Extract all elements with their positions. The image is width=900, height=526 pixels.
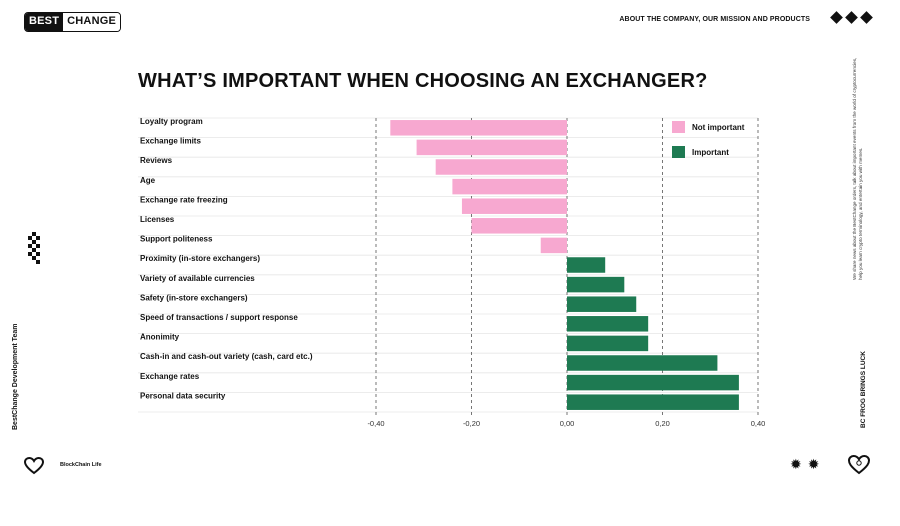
legend-swatch [672, 146, 685, 158]
category-label: Exchange rate freezing [140, 195, 228, 204]
category-label: Loyalty program [140, 117, 203, 126]
footer-left-text: BlockChain Life [60, 462, 102, 468]
legend-label: Important [692, 148, 729, 157]
bar [435, 159, 567, 175]
bar [390, 120, 567, 136]
bar [461, 198, 567, 214]
bar [567, 316, 649, 332]
bar [567, 374, 739, 391]
logo-change-text: CHANGE [63, 13, 121, 31]
category-label: Proximity (in-store exchangers) [140, 254, 260, 263]
legend-label: Not important [692, 123, 745, 132]
category-label: Speed of transactions / support response [140, 313, 298, 322]
category-label: Support politeness [140, 235, 213, 244]
brand-logo[interactable]: BEST CHANGE [24, 12, 122, 32]
category-label: Anonimity [140, 333, 180, 342]
category-label: Reviews [140, 156, 173, 165]
bar [567, 276, 625, 293]
bar [567, 355, 718, 371]
x-tick-label: -0,20 [463, 419, 480, 428]
top-nav-link[interactable]: ABOUT THE COMPANY, OUR MISSION AND PRODU… [619, 16, 810, 23]
bar [416, 139, 567, 156]
category-label: Safety (in-store exchangers) [140, 293, 248, 302]
category-label: Age [140, 176, 156, 185]
x-tick-label: 0,40 [751, 419, 766, 428]
category-label: Exchange rates [140, 372, 200, 381]
sparkle-icons: ✹ ✹ [790, 457, 819, 471]
bar [567, 335, 649, 352]
bar [567, 296, 637, 312]
sparkle-icon: ✹ [807, 456, 820, 472]
pixel-mascot-icon [28, 232, 40, 264]
category-label: Licenses [140, 215, 175, 224]
category-label: Cash-in and cash-out variety (cash, card… [140, 352, 313, 361]
bar [452, 178, 567, 195]
chart-title: WHAT’S IMPORTANT WHEN CHOOSING AN EXCHAN… [138, 70, 708, 92]
category-label: Exchange limits [140, 137, 201, 146]
category-label: Personal data security [140, 391, 226, 400]
heart-icon [848, 455, 870, 475]
bar [567, 257, 606, 273]
legend-swatch [672, 121, 685, 133]
x-tick-label: -0,40 [367, 419, 384, 428]
bar [540, 237, 567, 254]
logo-best-text: BEST [25, 13, 64, 31]
heart-icon [24, 457, 44, 475]
bar [567, 394, 739, 410]
x-tick-label: 0,20 [655, 419, 670, 428]
x-tick-label: 0,00 [560, 419, 575, 428]
sparkle-icon: ✹ [790, 456, 802, 472]
category-label: Variety of available currencies [140, 274, 255, 283]
bar [471, 218, 567, 234]
